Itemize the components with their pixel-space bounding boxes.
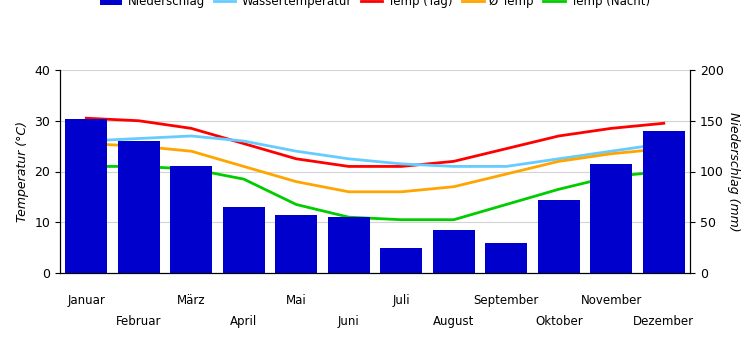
Bar	[538, 200, 580, 273]
Text: März: März	[177, 294, 206, 307]
Text: Dezember: Dezember	[633, 315, 694, 328]
Bar	[328, 217, 370, 273]
Y-axis label: Niederschlag (mm): Niederschlag (mm)	[728, 112, 740, 231]
Y-axis label: Temperatur (°C): Temperatur (°C)	[16, 121, 28, 222]
Text: April: April	[230, 315, 257, 328]
Bar	[643, 131, 685, 273]
Bar	[118, 141, 160, 273]
Legend: Niederschlag, Wassertemperatur, Temp (Tag), Ø Temp, Temp (Nacht): Niederschlag, Wassertemperatur, Temp (Ta…	[96, 0, 654, 13]
Bar	[590, 164, 632, 273]
Bar	[380, 248, 422, 273]
Text: Juli: Juli	[392, 294, 410, 307]
Bar	[275, 215, 317, 273]
Text: Januar: Januar	[68, 294, 105, 307]
Bar	[65, 119, 107, 273]
Bar	[433, 230, 475, 273]
Bar	[170, 166, 212, 273]
Text: Juni: Juni	[338, 315, 359, 328]
Text: August: August	[433, 315, 475, 328]
Text: Oktober: Oktober	[535, 315, 583, 328]
Bar	[223, 207, 265, 273]
Text: Februar: Februar	[116, 315, 161, 328]
Text: September: September	[473, 294, 539, 307]
Text: November: November	[580, 294, 642, 307]
Text: Mai: Mai	[286, 294, 307, 307]
Bar	[485, 243, 527, 273]
